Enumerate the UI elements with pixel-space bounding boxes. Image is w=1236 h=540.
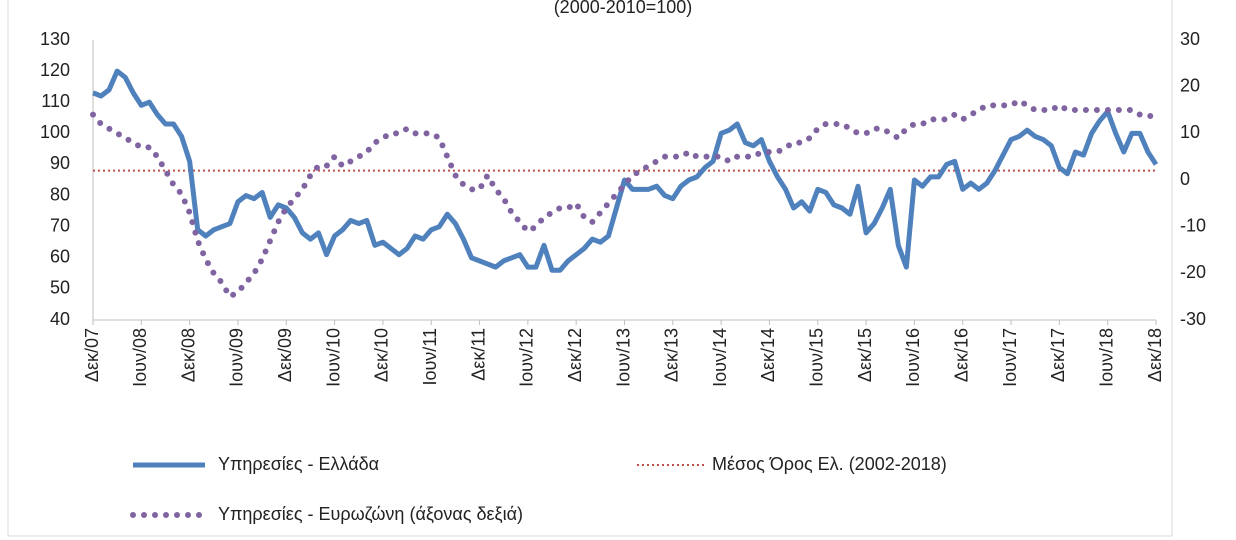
x-tick-label: Δεκ/12 xyxy=(565,328,585,382)
x-tick-label: Δεκ/07 xyxy=(82,328,102,382)
chart-border xyxy=(7,0,1173,537)
x-tick-label: Ιουν/11 xyxy=(420,328,440,386)
x-tick-label: Ιουν/12 xyxy=(517,328,537,387)
y-tick-label: 90 xyxy=(50,153,70,173)
x-tick-label: Ιουν/16 xyxy=(903,328,923,387)
y-tick-label: 50 xyxy=(50,278,70,298)
x-tick-label: Ιουν/17 xyxy=(1000,328,1020,387)
legend-label: Υπηρεσίες - Ελλάδα xyxy=(218,454,379,474)
y2-tick-label: 20 xyxy=(1180,75,1200,95)
x-tick-label: Ιουν/15 xyxy=(807,328,827,387)
series-line xyxy=(92,68,1159,273)
y-tick-label: 130 xyxy=(40,29,70,49)
x-tick-label: Δεκ/08 xyxy=(178,328,198,382)
chart-subtitle: (2000-2010=100) xyxy=(554,0,693,17)
y2-tick-label: 30 xyxy=(1180,29,1200,49)
y-tick-label: 120 xyxy=(40,60,70,80)
y2-tick-label: -30 xyxy=(1180,309,1206,329)
y-tick-label: 80 xyxy=(50,184,70,204)
y2-tick-label: -10 xyxy=(1180,215,1206,235)
x-tick-label: Ιουν/08 xyxy=(130,328,150,387)
x-tick-label: Δεκ/11 xyxy=(468,328,488,381)
y2-tick-label: 10 xyxy=(1180,122,1200,142)
y-tick-label: 110 xyxy=(41,91,70,111)
y-tick-label: 100 xyxy=(40,122,70,142)
x-tick-label: Ιουν/13 xyxy=(613,328,633,387)
x-tick-label: Δεκ/18 xyxy=(1145,328,1165,382)
x-tick-label: Δεκ/16 xyxy=(951,328,971,382)
y2-tick-label: -20 xyxy=(1180,262,1206,282)
x-tick-label: Δεκ/10 xyxy=(372,328,392,382)
y-tick-label: 40 xyxy=(50,309,70,329)
legend-label: Υπηρεσίες - Ευρωζώνη (άξονας δεξιά) xyxy=(218,504,523,524)
y-tick-label: 70 xyxy=(50,215,70,235)
x-tick-label: Δεκ/14 xyxy=(758,328,778,382)
series-line xyxy=(90,97,1159,301)
x-tick-label: Δεκ/13 xyxy=(662,328,682,382)
x-tick-label: Ιουν/10 xyxy=(323,328,343,387)
legend-label: Μέσος Όρος Ελ. (2002-2018) xyxy=(712,454,947,474)
y2-tick-label: 0 xyxy=(1180,169,1190,189)
x-tick-label: Ιουν/09 xyxy=(227,328,247,387)
y-tick-label: 60 xyxy=(50,247,70,267)
x-tick-label: Δεκ/17 xyxy=(1048,328,1068,382)
x-tick-label: Ιουν/14 xyxy=(710,328,730,387)
x-tick-label: Δεκ/09 xyxy=(275,328,295,382)
x-tick-label: Ιουν/18 xyxy=(1096,328,1116,387)
x-tick-label: Δεκ/15 xyxy=(855,328,875,382)
